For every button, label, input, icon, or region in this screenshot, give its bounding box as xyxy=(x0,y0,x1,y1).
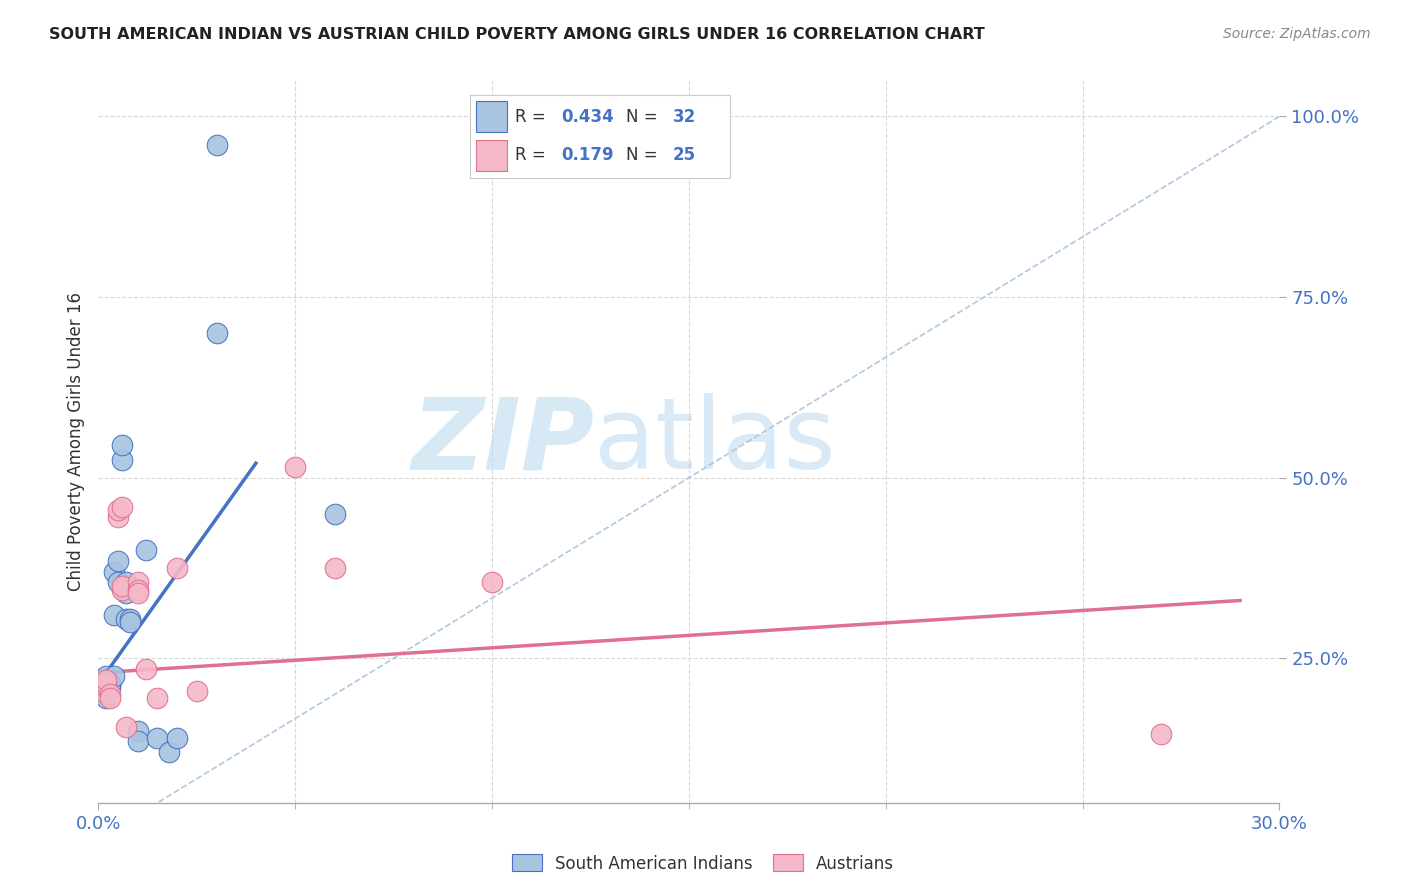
Point xyxy=(127,586,149,600)
Point xyxy=(103,669,125,683)
Point xyxy=(103,607,125,622)
Point xyxy=(157,745,180,759)
Point xyxy=(481,575,503,590)
Point xyxy=(98,676,121,690)
Point xyxy=(111,500,134,514)
Point xyxy=(115,720,138,734)
Point xyxy=(111,582,134,597)
Point xyxy=(96,673,118,687)
Point xyxy=(96,680,118,694)
Point xyxy=(98,691,121,706)
Point xyxy=(115,586,138,600)
Point xyxy=(96,669,118,683)
Point xyxy=(103,565,125,579)
Point xyxy=(111,579,134,593)
Point xyxy=(205,138,228,153)
Y-axis label: Child Poverty Among Girls Under 16: Child Poverty Among Girls Under 16 xyxy=(66,292,84,591)
Point xyxy=(1150,727,1173,741)
Point xyxy=(91,680,114,694)
Text: ZIP: ZIP xyxy=(412,393,595,490)
Point xyxy=(96,691,118,706)
Point xyxy=(166,561,188,575)
Point xyxy=(91,683,114,698)
Point xyxy=(111,438,134,452)
Text: Source: ZipAtlas.com: Source: ZipAtlas.com xyxy=(1223,27,1371,41)
Point xyxy=(127,582,149,597)
Point xyxy=(146,691,169,706)
Point xyxy=(135,662,157,676)
Point xyxy=(98,680,121,694)
Point xyxy=(323,561,346,575)
Point xyxy=(127,734,149,748)
Legend: South American Indians, Austrians: South American Indians, Austrians xyxy=(505,847,901,880)
Point xyxy=(127,575,149,590)
Point xyxy=(115,575,138,590)
Point xyxy=(205,326,228,341)
Point xyxy=(98,687,121,701)
Point xyxy=(91,676,114,690)
Point xyxy=(323,507,346,521)
Point xyxy=(91,683,114,698)
Point xyxy=(91,673,114,687)
Point xyxy=(186,683,208,698)
Point xyxy=(118,615,141,630)
Point xyxy=(96,687,118,701)
Point xyxy=(91,676,114,690)
Point xyxy=(166,731,188,745)
Point xyxy=(135,542,157,557)
Text: SOUTH AMERICAN INDIAN VS AUSTRIAN CHILD POVERTY AMONG GIRLS UNDER 16 CORRELATION: SOUTH AMERICAN INDIAN VS AUSTRIAN CHILD … xyxy=(49,27,986,42)
Point xyxy=(91,680,114,694)
Point xyxy=(111,452,134,467)
Point xyxy=(107,575,129,590)
Point xyxy=(118,611,141,625)
Point xyxy=(96,676,118,690)
Point xyxy=(146,731,169,745)
Point xyxy=(107,554,129,568)
Point xyxy=(107,503,129,517)
Point xyxy=(127,723,149,738)
Point xyxy=(96,676,118,690)
Point xyxy=(107,510,129,524)
Point xyxy=(115,611,138,625)
Point xyxy=(284,459,307,474)
Point xyxy=(96,673,118,687)
Text: atlas: atlas xyxy=(595,393,837,490)
